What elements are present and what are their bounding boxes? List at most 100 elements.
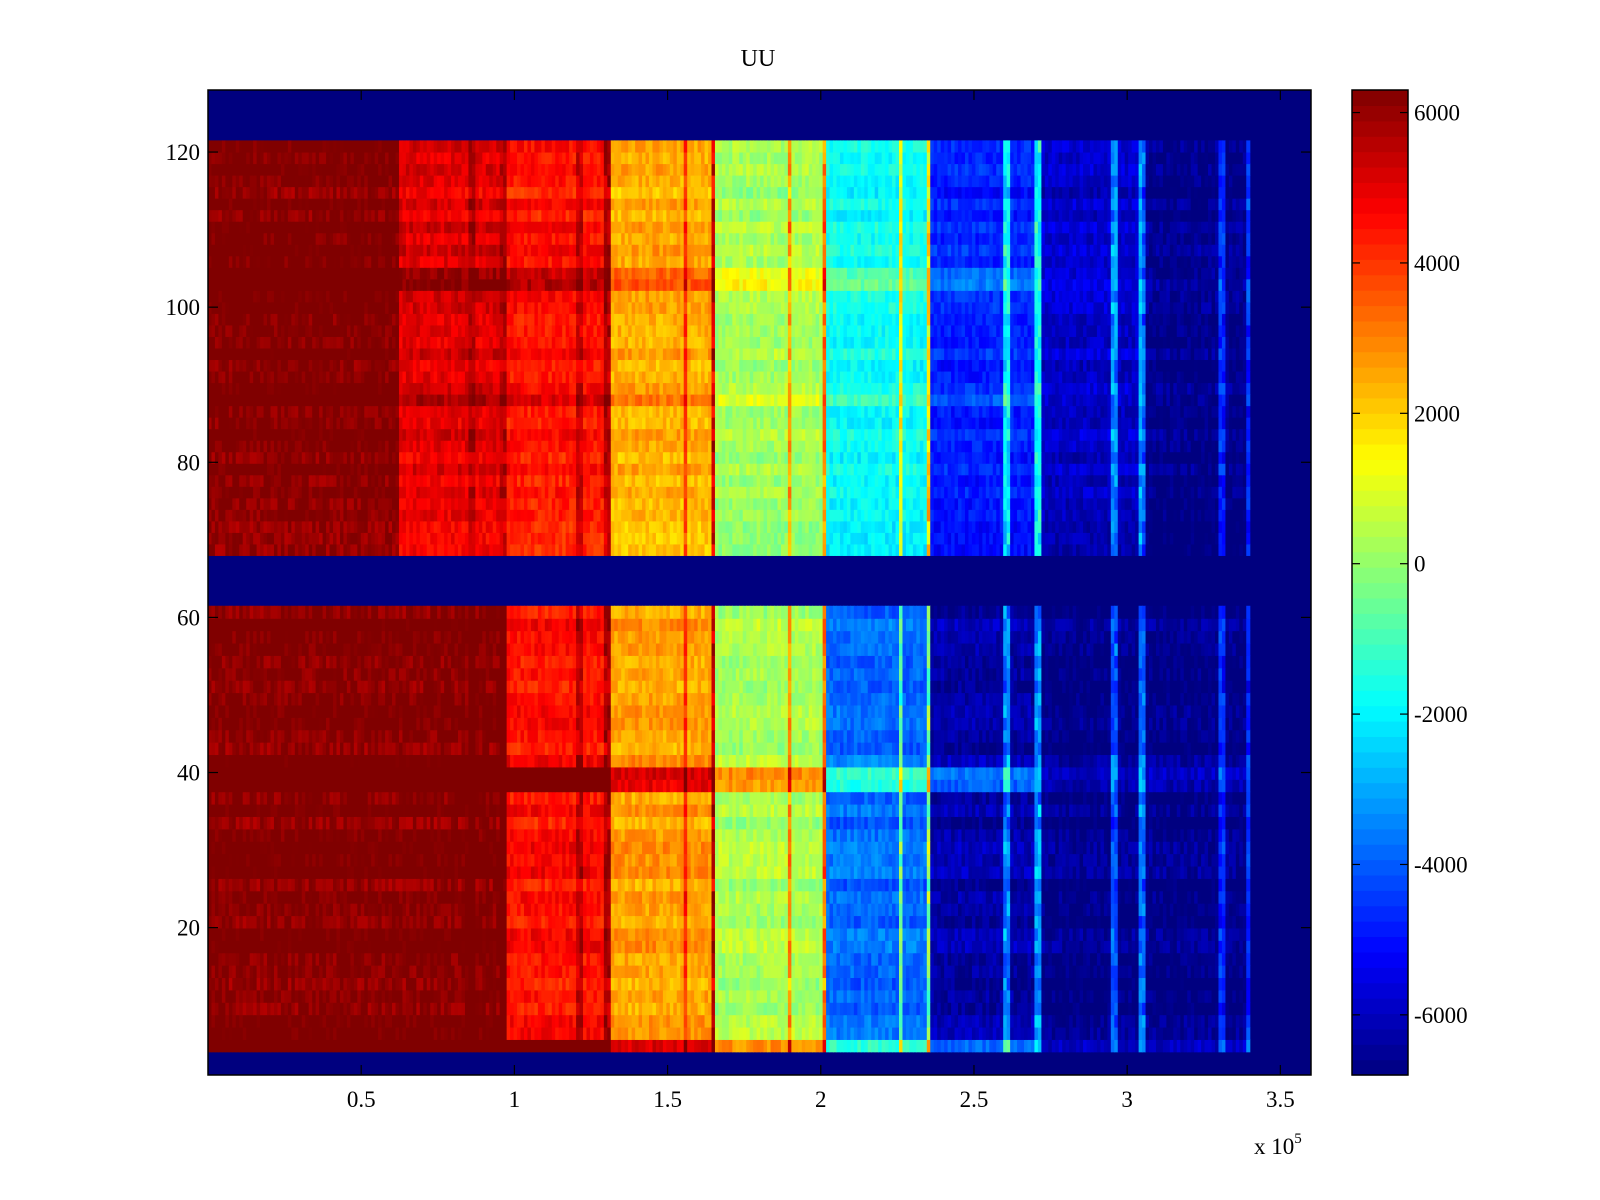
heatmap-cell bbox=[1100, 509, 1104, 521]
heatmap-cell bbox=[635, 509, 639, 521]
heatmap-cell bbox=[316, 509, 320, 521]
heatmap-cell bbox=[524, 532, 528, 544]
heatmap-cell bbox=[368, 509, 372, 521]
heatmap-cell bbox=[1073, 509, 1077, 521]
heatmap-cell bbox=[906, 521, 910, 533]
heatmap-cell bbox=[1021, 498, 1025, 510]
heatmap-cell bbox=[659, 509, 663, 521]
heatmap-cell bbox=[340, 532, 344, 544]
heatmap-cell bbox=[1000, 521, 1004, 533]
heatmap-cell bbox=[538, 498, 542, 510]
heatmap-cell bbox=[767, 498, 771, 510]
heatmap-cell bbox=[972, 532, 976, 544]
heatmap-cell bbox=[934, 509, 938, 521]
heatmap-cell bbox=[948, 509, 952, 521]
heatmap-cell bbox=[385, 498, 389, 510]
heatmap-cell bbox=[916, 532, 920, 544]
heatmap-cell bbox=[284, 532, 288, 544]
heatmap-cell bbox=[652, 521, 656, 533]
heatmap-cell bbox=[705, 544, 709, 556]
heatmap-cell bbox=[642, 509, 646, 521]
heatmap-cell bbox=[277, 509, 281, 521]
heatmap-cell bbox=[430, 498, 434, 510]
heatmap-cell bbox=[639, 544, 643, 556]
heatmap-cell bbox=[305, 532, 309, 544]
heatmap-cell bbox=[1069, 509, 1073, 521]
heatmap-cell bbox=[902, 532, 906, 544]
heatmap-cell bbox=[840, 544, 844, 556]
heatmap-cell bbox=[698, 509, 702, 521]
heatmap-cell bbox=[503, 509, 507, 521]
heatmap-cell bbox=[333, 509, 337, 521]
heatmap-cell bbox=[1003, 521, 1007, 533]
heatmap-cell bbox=[330, 509, 334, 521]
heatmap-cell bbox=[413, 521, 417, 533]
heatmap-cell bbox=[809, 509, 813, 521]
heatmap-cell bbox=[962, 521, 966, 533]
heatmap-cell bbox=[378, 544, 382, 556]
heatmap-cell bbox=[264, 509, 268, 521]
heatmap-cell bbox=[850, 509, 854, 521]
heatmap-cell bbox=[336, 521, 340, 533]
heatmap-cell bbox=[566, 544, 570, 556]
heatmap-cell bbox=[750, 521, 754, 533]
heatmap-cell bbox=[621, 532, 625, 544]
heatmap-cell bbox=[798, 521, 802, 533]
heatmap-cell bbox=[996, 521, 1000, 533]
heatmap-cell bbox=[409, 532, 413, 544]
heatmap-cell bbox=[472, 544, 476, 556]
heatmap-cell bbox=[409, 498, 413, 510]
heatmap-cell bbox=[1218, 532, 1222, 544]
heatmap-cell bbox=[427, 521, 431, 533]
heatmap-cell bbox=[823, 532, 827, 544]
heatmap-cell bbox=[576, 509, 580, 521]
heatmap-cell bbox=[868, 532, 872, 544]
heatmap-cell bbox=[871, 521, 875, 533]
heatmap-cell bbox=[1034, 509, 1038, 521]
heatmap-cell bbox=[434, 521, 438, 533]
heatmap-cell bbox=[652, 532, 656, 544]
heatmap-cell bbox=[656, 521, 660, 533]
heatmap-cell bbox=[545, 498, 549, 510]
heatmap-cell bbox=[666, 498, 670, 510]
heatmap-cell bbox=[687, 498, 691, 510]
heatmap-cell bbox=[680, 544, 684, 556]
heatmap-cell bbox=[777, 544, 781, 556]
heatmap-cell bbox=[628, 532, 632, 544]
heatmap-cell bbox=[524, 498, 528, 510]
heatmap-cell bbox=[712, 544, 716, 556]
heatmap-cell bbox=[583, 509, 587, 521]
heatmap-cell bbox=[597, 532, 601, 544]
heatmap-cell bbox=[996, 532, 1000, 544]
heatmap-cell bbox=[423, 521, 427, 533]
heatmap-cell bbox=[1093, 544, 1097, 556]
heatmap-cell bbox=[333, 544, 337, 556]
heatmap-cell bbox=[781, 521, 785, 533]
heatmap-cell bbox=[1215, 544, 1219, 556]
heatmap-cell bbox=[298, 498, 302, 510]
heatmap-cell bbox=[288, 498, 292, 510]
heatmap-cell bbox=[496, 532, 500, 544]
heatmap-cell bbox=[878, 521, 882, 533]
heatmap-cell bbox=[364, 498, 368, 510]
heatmap-cell bbox=[246, 544, 250, 556]
heatmap-cell bbox=[1107, 532, 1111, 544]
heatmap-cell bbox=[1007, 498, 1011, 510]
heatmap-cell bbox=[281, 498, 285, 510]
heatmap-cell bbox=[771, 509, 775, 521]
heatmap-cell bbox=[253, 509, 257, 521]
heatmap-cell bbox=[1194, 521, 1198, 533]
heatmap-cell bbox=[1225, 521, 1229, 533]
heatmap-cell bbox=[215, 544, 219, 556]
heatmap-cell bbox=[465, 509, 469, 521]
heatmap-cell bbox=[802, 498, 806, 510]
heatmap-cell bbox=[1187, 521, 1191, 533]
heatmap-cell bbox=[1166, 521, 1170, 533]
heatmap-cell bbox=[937, 509, 941, 521]
heatmap-cell bbox=[882, 544, 886, 556]
heatmap-cell bbox=[409, 521, 413, 533]
heatmap-cell bbox=[930, 532, 934, 544]
heatmap-cell bbox=[930, 521, 934, 533]
heatmap-cell bbox=[798, 532, 802, 544]
heatmap-cell bbox=[826, 509, 830, 521]
